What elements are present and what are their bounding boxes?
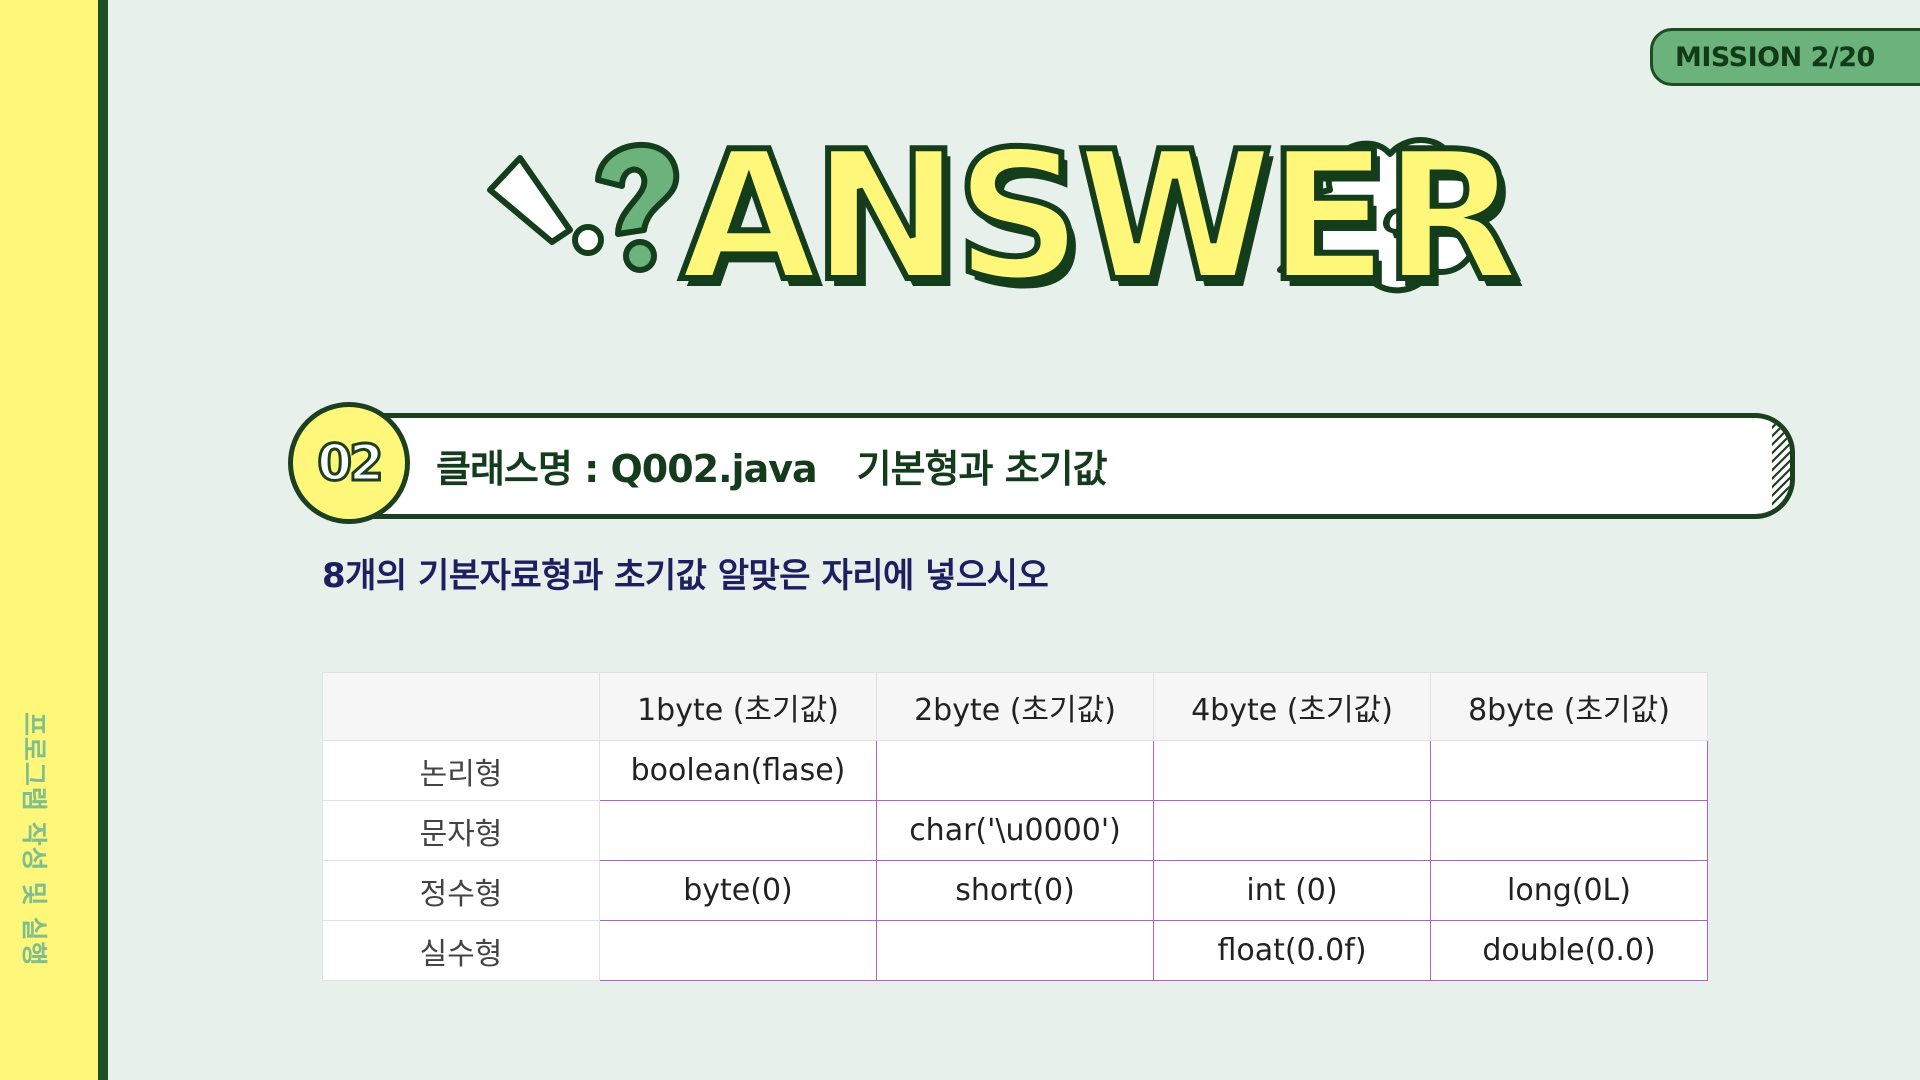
exclamation-icon bbox=[487, 155, 604, 256]
question-title: 클래스명 : Q002.java 기본형과 초기값 bbox=[436, 438, 1108, 493]
table-cell: short(0) bbox=[876, 860, 1154, 921]
table-cell: boolean(flase) bbox=[599, 740, 877, 801]
table-cell: char('\u0000') bbox=[876, 800, 1154, 861]
mission-badge: MISSION 2/20 bbox=[1650, 28, 1920, 86]
class-name-label: 클래스명 : Q002.java bbox=[436, 447, 818, 491]
primitive-types-table: 1byte (초기값) 2byte (초기값) 4byte (초기값) 8byt… bbox=[322, 672, 1708, 981]
left-sidebar: 프로그램 작성 및 실행 bbox=[0, 0, 108, 1080]
table-header-cell: 1byte (초기값) bbox=[599, 672, 877, 741]
table-header-cell: 2byte (초기값) bbox=[876, 672, 1154, 741]
instruction-text: 8개의 기본자료형과 초기값 알맞은 자리에 넣으시오 bbox=[322, 556, 1049, 596]
table-cell: long(0L) bbox=[1430, 860, 1708, 921]
table-cell bbox=[1153, 740, 1431, 801]
table-cell: double(0.0) bbox=[1430, 920, 1708, 981]
table-row: 정수형 byte(0) short(0) int (0) long(0L) bbox=[322, 860, 1708, 921]
table-header-row: 1byte (초기값) 2byte (초기값) 4byte (초기값) 8byt… bbox=[322, 672, 1708, 741]
question-banner bbox=[345, 413, 1795, 519]
question-mark-icon bbox=[595, 141, 680, 273]
table-cell: byte(0) bbox=[599, 860, 877, 921]
table-row: 실수형 float(0.0f) double(0.0) bbox=[322, 920, 1708, 981]
sidebar-label: 프로그램 작성 및 실행 bbox=[18, 712, 48, 967]
table-cell bbox=[599, 920, 877, 981]
speech-bubble-icon: Q!! bbox=[1277, 137, 1485, 294]
table-cell bbox=[599, 800, 877, 861]
row-label: 정수형 bbox=[322, 860, 600, 921]
title-decoration: Q!! bbox=[487, 137, 1485, 294]
table-cell: int (0) bbox=[1153, 860, 1431, 921]
question-number-badge: 02 bbox=[288, 402, 410, 524]
answer-title: ANSWER bbox=[677, 113, 1523, 320]
table-row: 논리형 boolean(flase) bbox=[322, 740, 1708, 801]
row-label: 문자형 bbox=[322, 800, 600, 861]
banner-hatch bbox=[1772, 418, 1790, 514]
table-cell bbox=[876, 740, 1154, 801]
question-topic: 기본형과 초기값 bbox=[856, 447, 1108, 491]
row-label: 실수형 bbox=[322, 920, 600, 981]
row-label: 논리형 bbox=[322, 740, 600, 801]
table-header-cell: 4byte (초기값) bbox=[1153, 672, 1431, 741]
table-cell bbox=[1430, 740, 1708, 801]
table-header-cell bbox=[322, 672, 600, 741]
table-cell bbox=[1430, 800, 1708, 861]
table-header-cell: 8byte (초기값) bbox=[1430, 672, 1708, 741]
table-row: 문자형 char('\u0000') bbox=[322, 800, 1708, 861]
table-cell bbox=[876, 920, 1154, 981]
table-cell bbox=[1153, 800, 1431, 861]
table-cell: float(0.0f) bbox=[1153, 920, 1431, 981]
